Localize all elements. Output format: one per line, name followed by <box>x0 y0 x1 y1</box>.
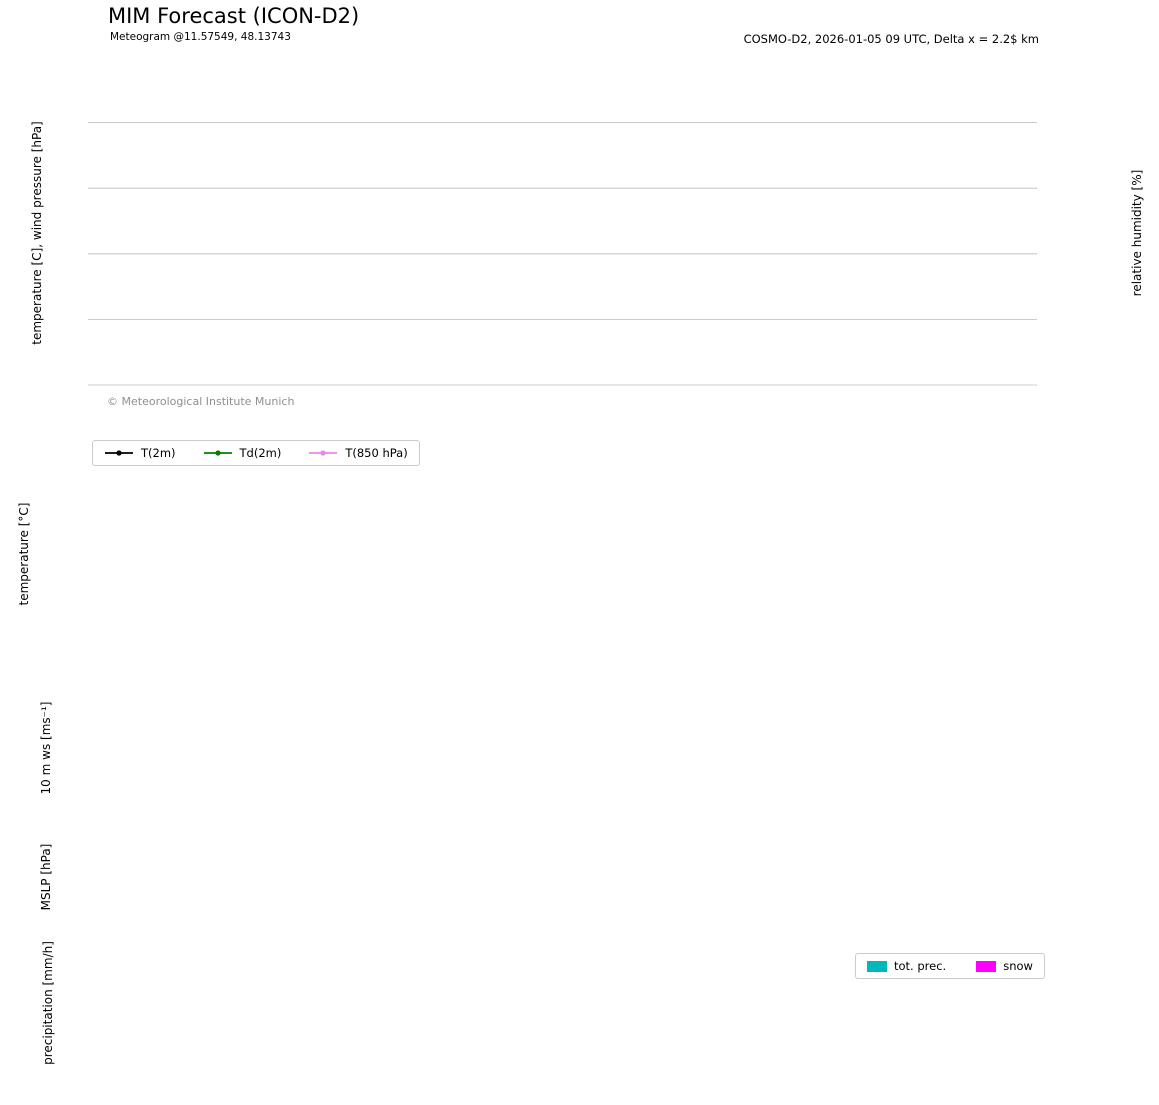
precipitation-legend: tot. prec. snow <box>855 953 1045 979</box>
wind-axis-label: 10 m ws [ms⁻¹] <box>39 701 53 795</box>
legend-item-t850: T(850 hPa) <box>308 446 408 460</box>
legend-label-t850: T(850 hPa) <box>345 446 408 460</box>
legend-item-td2m: Td(2m) <box>203 446 282 460</box>
tot-prec-swatch <box>867 960 887 972</box>
t850-line-swatch <box>309 450 338 456</box>
page-subtitle: Meteogram @11.57549, 48.13743 <box>110 31 291 43</box>
copyright-watermark: © Meteorological Institute Munich <box>107 395 295 408</box>
legend-label-snow: snow <box>1003 959 1033 973</box>
td2m-line-swatch <box>203 450 232 456</box>
humidity-axis-label: relative humidity [%] <box>1130 169 1144 297</box>
legend-item-tot-prec: tot. prec. <box>867 959 946 973</box>
legend-item-snow: snow <box>976 959 1033 973</box>
temperature-legend: T(2m) Td(2m) T(850 hPa) <box>92 440 420 466</box>
t2m-line-swatch <box>105 450 133 456</box>
temperature-axis-label: temperature [°C] <box>17 502 31 606</box>
pressure-axis-label: temperature [C], wind pressure [hPa] <box>30 121 44 345</box>
legend-label-t2m: T(2m) <box>141 446 176 460</box>
snow-swatch <box>976 960 997 972</box>
legend-label-td2m: Td(2m) <box>239 446 282 460</box>
legend-item-t2m: T(2m) <box>104 446 176 460</box>
page-title: MIM Forecast (ICON-D2) <box>108 4 360 28</box>
model-run-info: COSMO-D2, 2026-01-05 09 UTC, Delta x = 2… <box>743 32 1039 46</box>
precipitation-axis-label: precipitation [mm/h] <box>41 941 55 1065</box>
mslp-axis-label: MSLP [hPa] <box>39 843 53 911</box>
legend-label-tot-prec: tot. prec. <box>894 959 947 973</box>
